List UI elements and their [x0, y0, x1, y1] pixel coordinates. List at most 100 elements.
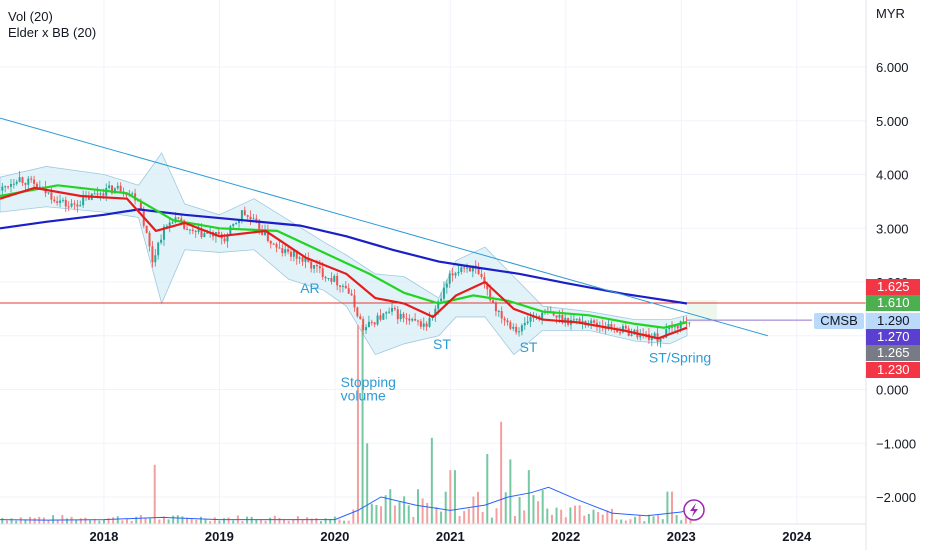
volume-bar	[380, 506, 383, 524]
candle-body	[558, 315, 561, 318]
volume-bar	[689, 519, 692, 524]
volume-bar	[139, 515, 142, 524]
candle-body	[131, 193, 134, 195]
candle-body	[523, 323, 526, 326]
candle-body	[341, 285, 344, 287]
candle-body	[379, 315, 382, 320]
candle-body	[333, 275, 336, 282]
volume-bar	[449, 470, 452, 524]
symbol-tag-label: CMSB	[820, 313, 858, 328]
volume-bar	[1, 518, 4, 524]
candle-body	[64, 199, 67, 207]
y-tick-label: 6.000	[876, 60, 909, 75]
candle-body	[82, 196, 85, 206]
volume-bar	[112, 517, 115, 524]
symbol-tag: CMSB	[814, 313, 864, 329]
volume-bar	[65, 518, 68, 524]
candle-body	[281, 248, 284, 254]
candle-body	[35, 183, 38, 188]
candle-body	[483, 276, 486, 284]
volume-bar	[47, 520, 50, 524]
volume-bar	[89, 520, 92, 524]
candle-body	[344, 285, 347, 289]
volume-bar	[398, 502, 401, 524]
volume-bar	[389, 489, 392, 524]
candle-body	[399, 313, 402, 320]
candle-body	[261, 229, 264, 235]
volume-bar	[675, 515, 678, 524]
volume-bar	[657, 515, 660, 524]
candle-body	[506, 320, 509, 323]
ema-red-line	[0, 186, 688, 340]
volume-bar	[195, 519, 198, 524]
candle-body	[284, 249, 287, 254]
candle-body	[391, 307, 394, 312]
candle-body	[30, 178, 33, 180]
candle-body	[157, 242, 160, 256]
price-badge-label: 1.270	[877, 329, 910, 344]
candle-body	[457, 271, 460, 274]
candle-body	[468, 267, 471, 272]
symbol-tag-bg	[814, 313, 864, 329]
candle-body	[27, 178, 30, 185]
lightning-icon[interactable]	[683, 499, 705, 521]
price-badge-label: 1.230	[877, 362, 910, 377]
candle-body	[275, 243, 278, 248]
candle-body	[578, 318, 581, 324]
volume-bar	[624, 520, 627, 524]
candle-body	[79, 205, 82, 207]
volume-bar	[19, 517, 22, 524]
candle-body	[347, 288, 350, 294]
candle-body	[471, 265, 474, 272]
volume-bar	[356, 325, 359, 524]
candle-body	[238, 219, 241, 224]
volume-bar	[310, 518, 313, 524]
indicator-elder-bb[interactable]: Elder x BB (20)	[8, 25, 97, 40]
volume-bar	[416, 489, 419, 524]
volume-bar	[24, 519, 27, 524]
candle-body	[500, 310, 503, 319]
candle-body	[555, 315, 558, 318]
volume-bar	[541, 490, 544, 524]
indicator-vol[interactable]: Vol (20)	[8, 9, 53, 24]
candle-body	[165, 225, 168, 227]
candle-body	[318, 266, 321, 269]
volume-bar	[199, 516, 202, 524]
volume-bar	[523, 510, 526, 524]
volume-bar	[172, 515, 175, 524]
time-axis: 2018 2019 2020 2021 2022 2023 2024	[89, 529, 811, 544]
candle-body	[367, 321, 370, 328]
candle-body	[171, 222, 174, 224]
volume-bar	[264, 520, 267, 524]
candle-body	[414, 319, 417, 321]
candle-body	[515, 326, 518, 333]
volume-bar	[278, 518, 281, 524]
y-tick-label: 0.000	[876, 383, 909, 398]
price-badge-bg	[866, 345, 920, 361]
candle-body	[217, 232, 220, 235]
volume-ma-line	[0, 486, 693, 521]
volume-bar	[467, 508, 470, 524]
y-tick-label: −2.000	[876, 490, 916, 505]
candle-body	[480, 273, 483, 277]
volume-bar	[84, 517, 87, 524]
candle-body	[93, 193, 96, 195]
volume-bar	[116, 516, 119, 524]
candle-body	[619, 332, 622, 334]
volume-bar	[319, 521, 322, 524]
candle-body	[463, 267, 466, 269]
candle-body	[365, 327, 368, 331]
candle-body	[572, 319, 575, 321]
candle-body	[67, 206, 70, 208]
volume-bar	[126, 518, 129, 524]
candle-body	[336, 275, 339, 286]
candle-body	[76, 204, 79, 207]
candle-body	[168, 222, 171, 226]
candle-body	[154, 255, 157, 263]
volume-bar	[606, 510, 609, 524]
candle-body	[526, 321, 529, 324]
volume-bar	[15, 520, 18, 524]
annotation-label: ST/Spring	[649, 350, 711, 366]
candle-body	[203, 233, 206, 238]
